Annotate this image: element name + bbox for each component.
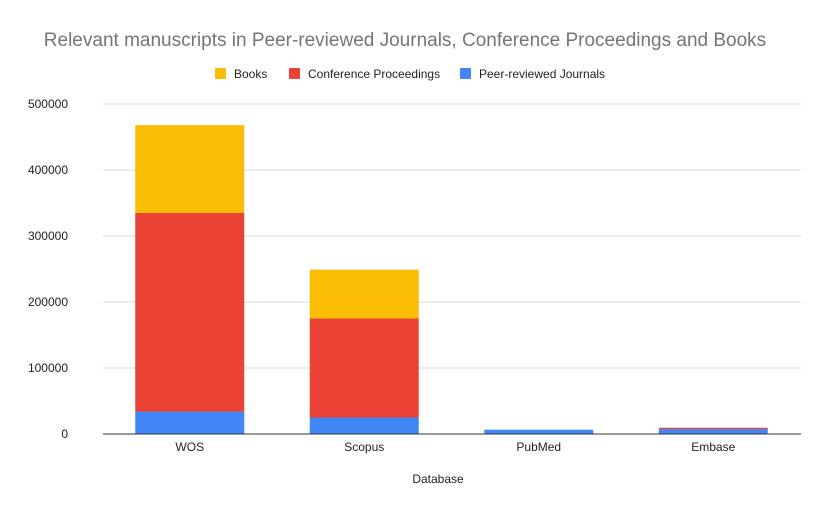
legend-swatch xyxy=(460,68,471,79)
y-tick-label: 200000 xyxy=(28,295,68,309)
legend-swatch xyxy=(215,68,226,79)
y-tick-label: 300000 xyxy=(28,229,68,243)
x-tick-label: WOS xyxy=(175,440,204,454)
x-axis-ticks: WOS Scopus PubMed Embase xyxy=(175,440,735,454)
bar-books-scopus xyxy=(309,269,419,319)
y-tick-label: 0 xyxy=(61,427,68,441)
bars xyxy=(135,125,768,434)
bar-peer-reviewed-journals-pubmed xyxy=(484,429,594,434)
legend-swatch xyxy=(289,68,300,79)
bar-conference-proceedings-scopus xyxy=(309,318,419,418)
bar-conference-proceedings-embase xyxy=(658,427,768,430)
y-tick-label: 400000 xyxy=(28,163,68,177)
chart-title: Relevant manuscripts in Peer-reviewed Jo… xyxy=(44,30,766,51)
bar-conference-proceedings-wos xyxy=(135,212,245,412)
y-axis-ticks: 0 100000 200000 300000 400000 500000 xyxy=(28,97,68,441)
y-tick-label: 100000 xyxy=(28,361,68,375)
x-tick-label: Scopus xyxy=(344,440,384,454)
legend-label: Books xyxy=(234,67,267,81)
bar-peer-reviewed-journals-embase xyxy=(658,429,768,434)
bar-books-wos xyxy=(135,125,245,213)
bar-peer-reviewed-journals-wos xyxy=(135,411,245,434)
x-tick-label: Embase xyxy=(691,440,735,454)
legend: Books Conference Proceedings Peer-reviewed… xyxy=(215,67,605,81)
bar-peer-reviewed-journals-scopus xyxy=(309,417,419,434)
legend-label: Peer-reviewed Journals xyxy=(479,67,605,81)
y-tick-label: 500000 xyxy=(28,97,68,111)
legend-label: Conference Proceedings xyxy=(308,67,440,81)
x-tick-label: PubMed xyxy=(516,440,561,454)
x-axis-label: Database xyxy=(412,472,464,486)
